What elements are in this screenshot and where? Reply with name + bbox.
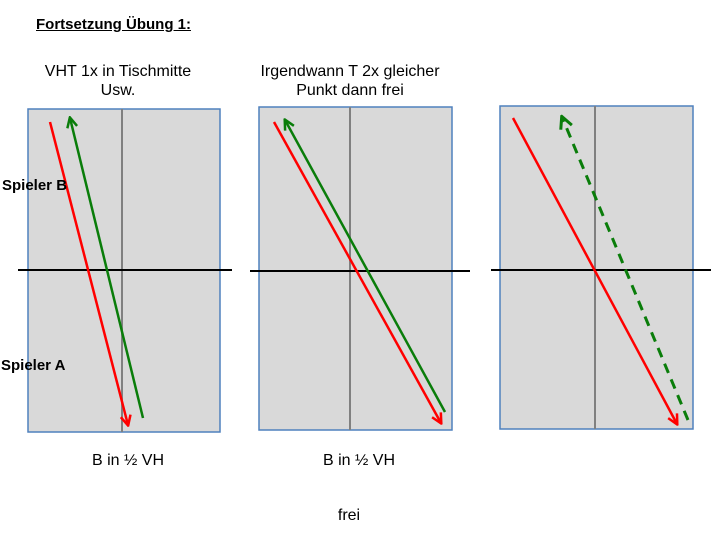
panel-1-caption-line1: VHT 1x in Tischmitte xyxy=(44,63,192,80)
table-panel-3 xyxy=(491,105,711,430)
player-a-label: Spieler A xyxy=(1,357,66,374)
table-3 xyxy=(499,105,694,430)
page-heading: Fortsetzung Übung 1: xyxy=(36,16,191,33)
table-panel-1 xyxy=(18,108,232,433)
player-b-label: Spieler B xyxy=(2,177,68,194)
panel-2-caption-line1: Irgendwann T 2x gleicher xyxy=(260,63,440,80)
panel-3-bottom-label: frei xyxy=(337,507,361,524)
table-panel-2 xyxy=(250,106,470,431)
table-1-green-arrow xyxy=(70,118,145,419)
table-2-green-arrow xyxy=(285,120,447,413)
table-2-red-arrow xyxy=(272,121,441,423)
panel-2-caption: Irgendwann T 2x gleicher Punkt dann frei xyxy=(240,62,460,100)
panel-1-bottom-label: B in ½ VH xyxy=(91,452,165,469)
table-3-green-dashed-arrow xyxy=(562,117,690,421)
panel-1-caption-line2: Usw. xyxy=(100,82,136,99)
panel-2-caption-line2: Punkt dann frei xyxy=(296,82,404,99)
panel-2-bottom-label: B in ½ VH xyxy=(322,452,396,469)
table-3-red-arrow xyxy=(511,117,677,424)
panel-1-caption: VHT 1x in Tischmitte Usw. xyxy=(18,62,218,100)
table-1-red-arrow xyxy=(48,121,128,425)
